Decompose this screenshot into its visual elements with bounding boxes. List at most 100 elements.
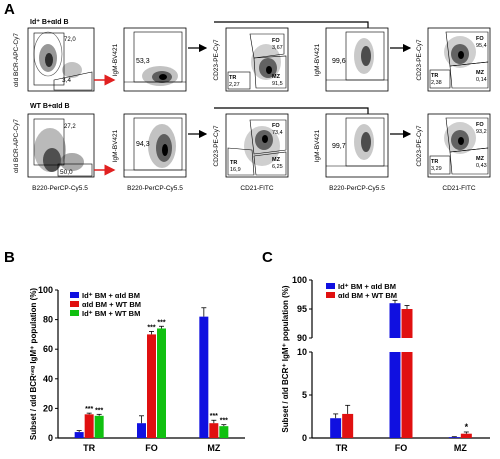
axis-label-x: CD21-FITC	[240, 185, 274, 192]
significance-label: *	[465, 422, 469, 432]
x-tick-label: TR	[336, 443, 348, 453]
axis-label-y: CD23-PE-Cy7	[213, 125, 220, 167]
gate-label: MZ	[476, 70, 485, 76]
legend-label: Id⁺ BM + αId BM	[338, 282, 396, 291]
bar	[147, 334, 156, 438]
bar	[448, 437, 460, 438]
panel-label-a: A	[4, 1, 15, 18]
gate-value: 2,27	[229, 82, 240, 88]
significance-label: ***	[157, 319, 165, 326]
x-tick-label: MZ	[454, 443, 467, 453]
bar	[94, 415, 104, 438]
gate-label: TR	[229, 75, 236, 81]
bar	[74, 432, 84, 438]
gate-value: 99,7	[332, 143, 346, 150]
bar	[401, 309, 413, 338]
axis-label-x: B220-PerCP-Cy5.5	[329, 185, 385, 192]
axis-label-y: αId BCR-APC-Cy7	[13, 33, 20, 87]
gate-value: 72,0	[64, 37, 76, 43]
bar	[157, 328, 166, 438]
gate-value: 91,5	[272, 81, 283, 87]
gate-value: 3,29	[431, 166, 442, 172]
x-tick-label: TR	[83, 443, 95, 453]
legend-swatch	[326, 292, 335, 298]
legend-swatch	[70, 292, 79, 298]
axis-label-y: CD23-PE-Cy7	[416, 39, 423, 81]
y-tick-label: 95	[297, 304, 307, 314]
significance-label: ***	[85, 406, 93, 413]
x-tick-label: MZ	[207, 443, 220, 453]
y-axis-label: Subset / αId BCRⁿᵉᵍ IgM⁺ population (%)	[29, 288, 38, 441]
axis-label-x: B220-PerCP-Cy5.5	[127, 185, 183, 192]
gate-value: 0,43	[476, 163, 487, 169]
bar	[460, 433, 472, 438]
condition-label: Id⁺ B+αId B	[30, 19, 69, 26]
bar	[401, 352, 413, 438]
gate-value: 50,0	[60, 169, 73, 176]
legend-swatch	[70, 310, 79, 316]
gate-value: 93,2	[476, 129, 487, 135]
bar	[199, 316, 209, 438]
gate-value: 3,67	[272, 45, 283, 51]
gate-label: TR	[431, 73, 438, 79]
flow-plot-r1-p3: FO 3,67 MZ 91,5 TR 2,27 CD23-PE-Cy7	[213, 27, 289, 92]
gate-label: MZ	[476, 156, 485, 162]
y-tick-label: 10	[297, 347, 307, 357]
bar	[219, 426, 229, 438]
axis-label-y: CD23-PE-Cy7	[213, 39, 220, 81]
significance-label: ***	[210, 413, 218, 420]
bar	[84, 414, 94, 438]
flow-row-2: WT B+αId B 27,2 50,0 B220-PerCP-Cy5.5 αI…	[13, 103, 491, 192]
flow-plot-r1-p2: 53,3 IgM-BV421	[112, 27, 187, 92]
gate-value: 6,25	[272, 164, 283, 170]
significance-label: ***	[147, 324, 155, 331]
gate-label: MZ	[272, 74, 281, 80]
axis-label-y: IgM-BV421	[112, 129, 119, 162]
y-tick-label: 5	[302, 390, 307, 400]
gate-value: 3,4	[62, 77, 71, 84]
x-tick-label: FO	[145, 443, 158, 453]
legend-swatch	[70, 301, 79, 307]
significance-label: ***	[220, 418, 228, 425]
gate-label: FO	[476, 122, 484, 128]
gate-label: MZ	[272, 157, 281, 163]
flow-plot-r1-p5: FO 95,4 MZ 0,14 TR 2,38 CD23-PE-Cy7	[416, 27, 491, 92]
condition-label: WT B+αId B	[30, 103, 70, 110]
gate-value: 0,14	[476, 77, 487, 83]
flow-row-1: 72,0 3,4 Id⁺ B+αId B αId BCR-APC-Cy7 53,…	[13, 19, 491, 92]
panel-label-c: C	[262, 249, 273, 266]
bar	[330, 418, 342, 438]
flow-plot-r1-p4: 99,6 IgM-BV421	[314, 27, 389, 92]
x-tick-label: FO	[395, 443, 408, 453]
axis-label-x: B220-PerCP-Cy5.5	[32, 185, 88, 192]
flow-plot-r2-p2: 94,3 B220-PerCP-Cy5.5 IgM-BV421	[112, 113, 187, 192]
gate-label: FO	[476, 36, 484, 42]
bar	[389, 352, 401, 438]
bar	[209, 423, 219, 438]
y-tick-label: 100	[38, 285, 53, 295]
bar	[342, 413, 354, 438]
y-tick-label: 0	[302, 433, 307, 443]
gate-label: TR	[431, 159, 438, 165]
bar	[389, 303, 401, 338]
y-tick-label: 100	[292, 275, 307, 285]
axis-label-y: IgM-BV421	[112, 43, 119, 76]
legend-swatch	[326, 283, 335, 289]
bar	[137, 423, 146, 438]
flow-plot-r2-p5: FO 93,2 MZ 0,43 TR 3,29 CD21-FITC CD23-P…	[416, 113, 491, 192]
gate-value: 95,4	[476, 43, 487, 49]
panel-label-b: B	[4, 249, 15, 266]
chart-c: 90 95 100 0 5 10 Subset / αId BCR⁺ IgM⁺ popula…	[281, 275, 490, 453]
gate-label: FO	[272, 38, 280, 44]
legend-label: αId BM + WT BM	[338, 291, 397, 300]
gate-value: 16,9	[230, 167, 241, 173]
y-tick-label: 80	[43, 315, 53, 325]
legend-label: Id⁺ BM + αId BM	[82, 291, 140, 300]
y-tick-label: 90	[297, 333, 307, 343]
gate-value: 99,6	[332, 58, 346, 65]
gate-value: 53,3	[136, 58, 150, 65]
axis-label-y: IgM-BV421	[314, 43, 321, 76]
flow-plot-r2-p3: FO 73,4 MZ 6,25 TR 16,9 CD21-FITC CD23-P…	[213, 113, 289, 192]
